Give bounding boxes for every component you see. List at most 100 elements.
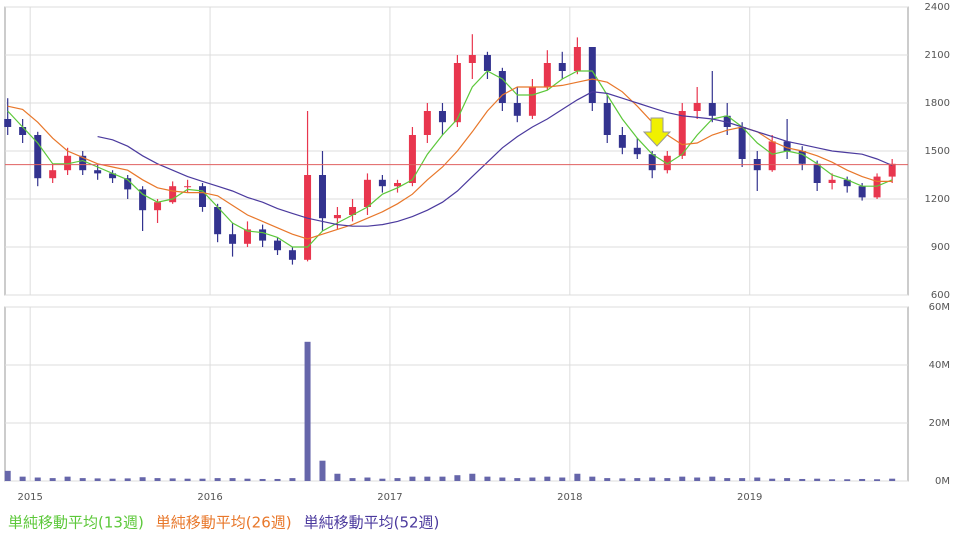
volume-bar (604, 478, 611, 481)
volume-bar (274, 478, 281, 481)
y-tick-label: 0M (935, 476, 950, 487)
volume-bar (169, 478, 176, 481)
volume-bar (454, 475, 461, 481)
candle-body (813, 163, 821, 183)
volume-panel (4, 306, 909, 482)
volume-bar (739, 478, 746, 481)
candle-body (64, 155, 72, 171)
volume-bar (124, 478, 131, 481)
candle-body (109, 173, 117, 179)
volume-bar (874, 479, 881, 481)
candle-body (243, 229, 251, 244)
x-tick-label: 2016 (197, 492, 222, 503)
volume-bar (439, 476, 446, 481)
y-tick-label: 40M (929, 360, 950, 371)
candle-body (349, 207, 357, 215)
candle-body (783, 141, 791, 151)
x-tick-label: 2019 (737, 492, 762, 503)
candle-body (453, 63, 461, 123)
volume-bar (799, 478, 806, 481)
legend-entry: 単純移動平均(52週) (304, 514, 440, 532)
candle-body (184, 186, 192, 188)
volume-bar (349, 478, 356, 481)
legend-entry: 単純移動平均(13週) (8, 514, 144, 532)
volume-bar (289, 478, 296, 481)
candle-body (708, 103, 716, 116)
candle-body (318, 175, 326, 219)
y-tick-label: 2100 (925, 50, 950, 61)
y-tick-label: 20M (929, 418, 950, 429)
y-tick-label: 1200 (925, 194, 950, 205)
candle-body (498, 71, 506, 103)
volume-bar (409, 476, 416, 481)
plot-layer: 600 900 1200 1500 1800 2100 2400 0M 20M 40M 60M 201… (4, 2, 950, 503)
legend-entry: 単純移動平均(26週) (156, 514, 292, 532)
volume-bar (529, 477, 536, 481)
volume-bar (379, 478, 386, 481)
volume-bar (784, 478, 791, 481)
candle-body (34, 135, 42, 179)
candle-body (408, 135, 416, 183)
candle-body (768, 141, 776, 171)
candle-body (513, 103, 521, 116)
volume-bar (109, 478, 116, 481)
volume-bar (199, 478, 206, 481)
candle-body (274, 240, 282, 251)
candle-body (663, 155, 671, 171)
volume-bar (424, 476, 431, 481)
volume-bar (244, 478, 251, 481)
candle-body (588, 47, 596, 103)
volume-bar (469, 473, 476, 481)
candle-body (94, 170, 102, 174)
volume-bar (139, 477, 146, 481)
volume-bar (649, 477, 656, 481)
candle-body (873, 176, 881, 198)
x-tick-label: 2018 (557, 492, 582, 503)
volume-bar (154, 478, 161, 481)
volume-bar (679, 476, 686, 481)
candle-body (333, 215, 341, 219)
y-tick-label: 60M (929, 302, 950, 313)
candle-body (124, 178, 132, 190)
volume-bar (499, 477, 506, 481)
volume-bar (559, 477, 566, 481)
volume-bar (859, 478, 866, 481)
candle-body (229, 234, 237, 244)
candle-body (738, 127, 746, 159)
volume-bar (754, 477, 761, 481)
candle-body (468, 55, 476, 63)
volume-bar (334, 473, 341, 481)
candle-body (423, 111, 431, 135)
volume-bar (724, 478, 731, 481)
candle-body (378, 179, 386, 187)
candle-body (393, 183, 401, 187)
y-tick-label: 1800 (925, 98, 950, 109)
candle-body (438, 111, 446, 123)
volume-bar (19, 476, 26, 481)
x-tick-label: 2017 (377, 492, 402, 503)
candle-body (573, 47, 581, 71)
volume-bar (4, 470, 11, 481)
volume-bar (394, 478, 401, 481)
volume-bar (589, 476, 596, 481)
candle-body (723, 115, 731, 127)
volume-bar (259, 478, 266, 481)
candle-body (214, 207, 222, 235)
volume-bar (709, 476, 716, 481)
arrow-annotation (642, 117, 672, 147)
candle-body (288, 250, 296, 260)
candle-body (169, 186, 177, 203)
candle-body (858, 186, 866, 198)
y-tick-label: 600 (931, 290, 950, 301)
volume-bar (664, 478, 671, 481)
candle-body (528, 87, 536, 116)
volume-bar (769, 478, 776, 481)
candle-body (199, 186, 207, 207)
y-tick-label: 900 (931, 242, 950, 253)
volume-bar (619, 478, 626, 481)
candle-body (888, 163, 896, 177)
volume-bar (364, 477, 371, 481)
candle-body (304, 175, 312, 260)
volume-bar (844, 479, 851, 481)
